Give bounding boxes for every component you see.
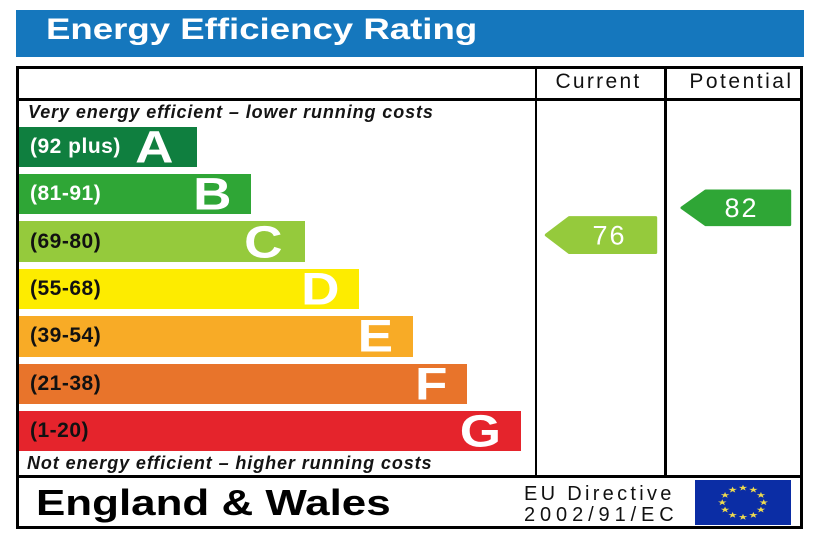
svg-text:76: 76	[592, 221, 626, 251]
svg-text:82: 82	[724, 193, 758, 223]
